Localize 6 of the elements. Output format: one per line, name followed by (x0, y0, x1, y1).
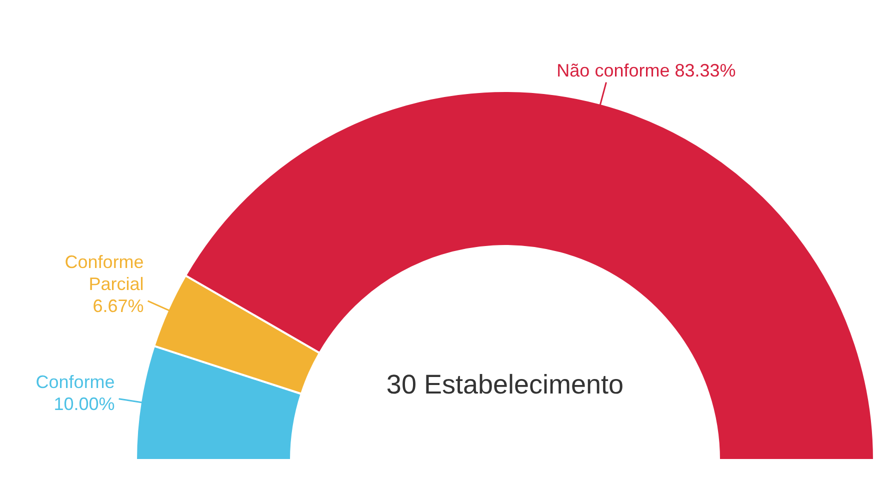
data-label: 6.67% (92, 296, 144, 316)
slice-label: Conforme Parcial (64, 252, 144, 294)
slice-label: Conforme (36, 372, 115, 392)
text: 30 Estabelecimento (386, 370, 624, 400)
data-label: 10.00% (54, 394, 115, 414)
slice-label: Não conforme 83.33% (556, 60, 736, 80)
